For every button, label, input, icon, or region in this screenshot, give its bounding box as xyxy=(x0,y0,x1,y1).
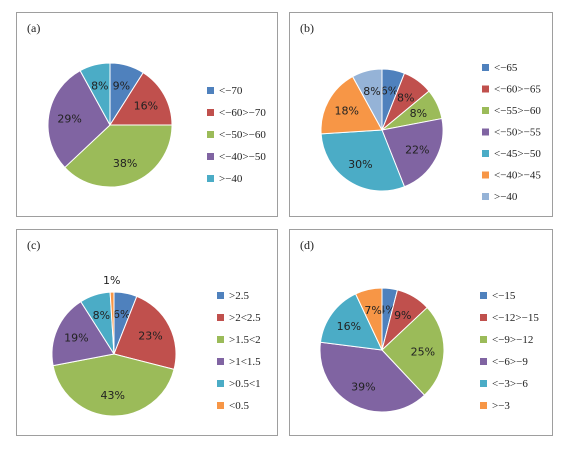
pie-slice xyxy=(64,124,173,188)
legend-label: <−60>−65 xyxy=(494,84,541,96)
legend-swatch xyxy=(217,292,224,299)
legend-swatch xyxy=(207,109,214,116)
legend-label: <−55>−60 xyxy=(494,105,541,117)
legend-swatch xyxy=(207,131,214,138)
legend-swatch xyxy=(482,128,489,136)
slice-value-label: 8% xyxy=(363,85,380,98)
legend-swatch xyxy=(217,402,224,409)
pie-slice xyxy=(109,291,115,355)
legend-swatch xyxy=(480,358,487,365)
legend-label: >1.5<2 xyxy=(229,334,261,346)
slice-value-label: 7% xyxy=(364,304,381,317)
slice-value-label: 6% xyxy=(113,308,130,321)
legend-label: >−40 xyxy=(494,191,518,203)
pie-slice xyxy=(319,293,383,351)
pie-slice xyxy=(320,129,406,192)
legend-label: >1<1.5 xyxy=(229,356,261,368)
slice-value-label: 19% xyxy=(64,332,88,345)
legend-label: >0.5<1 xyxy=(229,378,261,390)
pie-slice xyxy=(354,287,383,351)
legend-label: <−3>−6 xyxy=(492,378,528,390)
legend-swatch xyxy=(480,402,487,409)
slice-value-label: 25% xyxy=(411,345,435,358)
slice-value-label: 38% xyxy=(113,157,137,170)
slice-value-label: 8% xyxy=(397,91,414,104)
pie-slice xyxy=(113,295,177,371)
legend-label: <−45>−50 xyxy=(494,148,541,160)
panel-tag: (b) xyxy=(300,21,314,35)
legend-label: <−65 xyxy=(494,62,518,74)
pie-chart-svg: 6% 23% 43% 19% 8% 1% >2.5 >2<2.5 >1.5<2 >1<1.5 >0.… xyxy=(51,274,261,417)
legend-swatch xyxy=(482,171,489,179)
legend-swatch xyxy=(482,85,489,93)
legend-label: <−50>−60 xyxy=(219,129,266,141)
legend-label: <0.5 xyxy=(229,400,249,412)
legend-label: <−6>−9 xyxy=(492,356,528,368)
legend-swatch xyxy=(482,64,489,71)
slice-value-label: 16% xyxy=(337,320,361,333)
pie-chart-svg: 6%8%8%22%30%18%8%<−65<−60>−65<−55>−60<−5… xyxy=(320,62,541,203)
pie-panel-b: (b) 6% 8% 8% 22% 30% 18% 8% <−65 <−60>−65 <−55>−6… xyxy=(289,12,553,217)
legend-label: <−60>−70 xyxy=(219,107,266,119)
legend-swatch xyxy=(217,336,224,343)
slice-value-label: 16% xyxy=(134,99,158,112)
slice-value-label: 29% xyxy=(57,113,81,126)
slice-value-label: 43% xyxy=(100,389,124,402)
slice-value-label: 1% xyxy=(103,274,120,287)
pie-panel-a: (a) 9% 16% 38% 29% 8% <−70 <−60>−70 <−50>−60 <−4… xyxy=(16,12,278,217)
pie-chart-svg: 9% 16% 38% 29% 8% <−70 <−60>−70 <−50>−60 <−40>−5… xyxy=(47,62,266,188)
legend-label: <−40>−50 xyxy=(219,151,266,163)
slice-value-label: 8% xyxy=(91,79,108,92)
legend-label: >−3 xyxy=(492,400,510,412)
legend-label: >2.5 xyxy=(229,290,249,302)
pie-chart-svg: 4%9%25%39%16%7%<−15<−12>−15<−9>−12<−6>−9… xyxy=(319,287,539,413)
legend-swatch xyxy=(217,358,224,365)
pie-slice xyxy=(109,71,173,126)
panel-tag: (d) xyxy=(300,238,314,252)
legend-swatch xyxy=(207,87,214,94)
pie-slice xyxy=(47,69,111,169)
legend-swatch xyxy=(480,314,487,321)
slice-value-label: 18% xyxy=(334,105,358,118)
legend-swatch xyxy=(207,153,214,160)
slice-value-label: 6% xyxy=(381,85,398,98)
pie-slice xyxy=(320,75,383,135)
legend-swatch xyxy=(480,380,487,387)
legend-label: <−12>−15 xyxy=(492,312,539,324)
legend-swatch xyxy=(217,380,224,387)
slice-value-label: 9% xyxy=(394,309,411,322)
pie-panel-d: (d) 4% 9% 25% 39% 16% 7% <−15 <−12>−15 <−9>−12 <−… xyxy=(289,229,553,436)
legend-swatch xyxy=(217,314,224,321)
pie-panel-c: (c) 6% 23% 43% 19% 8% 1% >2.5 >2<2.5 >1.5<2 >1<1.… xyxy=(16,229,278,436)
legend-label: <−70 xyxy=(219,85,243,97)
legend-label: <−40>−45 xyxy=(494,170,541,182)
legend-swatch xyxy=(480,336,487,343)
legend-label: <−9>−12 xyxy=(492,334,533,346)
pie-slice xyxy=(79,62,111,126)
legend-label: >−40 xyxy=(219,173,243,185)
legend-swatch xyxy=(482,150,489,157)
slice-value-label: 9% xyxy=(113,80,130,93)
slice-value-label: 8% xyxy=(93,309,110,322)
pie-slice xyxy=(381,117,444,188)
legend-swatch xyxy=(482,193,489,200)
legend-swatch xyxy=(207,175,214,182)
legend-label: >2<2.5 xyxy=(229,312,261,324)
slice-value-label: 22% xyxy=(405,143,429,156)
slice-value-label: 30% xyxy=(348,158,372,171)
legend-label: <−15 xyxy=(492,290,516,302)
pie-slice xyxy=(351,68,383,131)
slice-value-label: 39% xyxy=(351,381,375,394)
panel-tag: (c) xyxy=(27,238,41,252)
pie-slice xyxy=(52,353,175,417)
slice-value-label: 23% xyxy=(138,329,162,342)
legend-swatch xyxy=(480,292,487,299)
legend-label: <−50>−55 xyxy=(494,127,541,139)
pie-slice xyxy=(51,300,115,367)
pie-slice xyxy=(381,306,445,396)
legend-swatch xyxy=(482,107,489,114)
pie-slice xyxy=(319,341,426,413)
slice-value-label: 8% xyxy=(410,107,427,120)
panel-tag: (a) xyxy=(27,21,41,35)
